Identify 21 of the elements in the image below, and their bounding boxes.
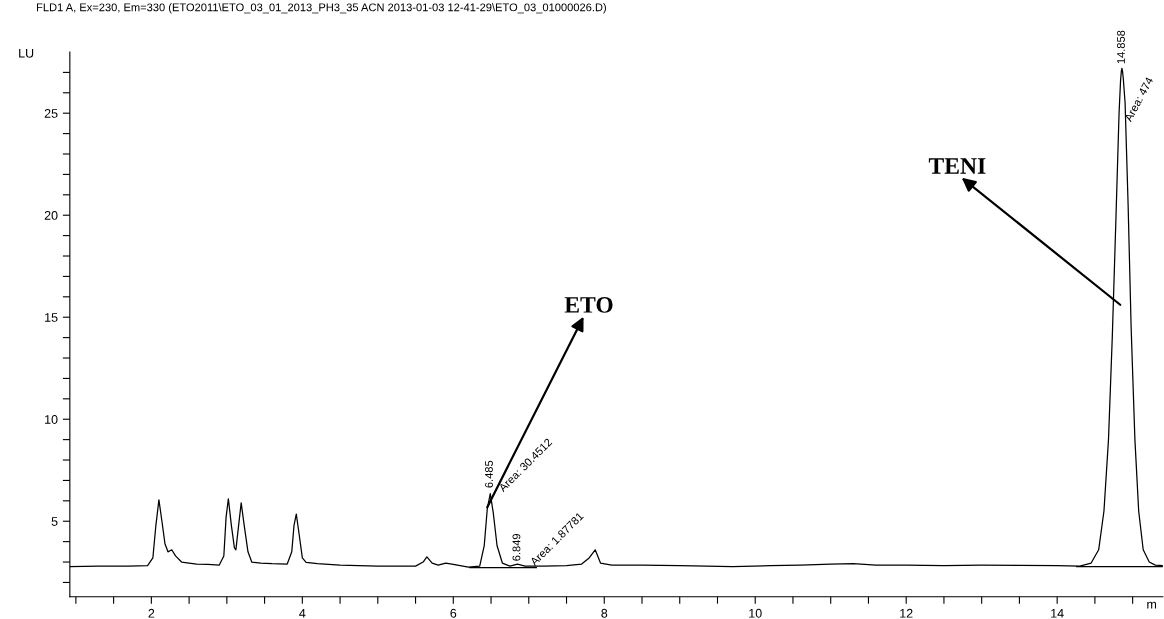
x-tick-label: 2 [148, 608, 155, 618]
x-tick-label: 4 [299, 608, 306, 618]
annotation: TENI [928, 158, 986, 174]
y-tick-label: 5 [51, 517, 58, 526]
y-tick-label: 20 [44, 211, 58, 220]
y-tick-label: 25 [44, 109, 58, 118]
chart-title: FLD1 A, Ex=230, Em=330 (ETO2011\ETO_03_01_2013_PH3_35 ACN 2013-01-03 12-41-29\ETO_03_01000026.D) [37, 3, 606, 14]
x-tick-label: 6 [450, 608, 457, 618]
annotation: Area: 474 [1124, 76, 1154, 123]
y-axis-title: LU [19, 48, 34, 58]
annotation: 14.858 [1117, 30, 1125, 64]
x-axis-title: m [1147, 601, 1157, 609]
y-tick-label: 10 [45, 415, 58, 424]
x-tick-label: 14 [1051, 608, 1064, 618]
x-tick-label: 12 [900, 608, 913, 618]
y-tick-label: 15 [45, 313, 58, 322]
annotation: 6.849 [512, 534, 521, 561]
x-tick-label: 8 [601, 608, 608, 618]
annotation: 6.485 [485, 460, 493, 488]
x-tick-label: 10 [749, 608, 762, 618]
annotation: ETO [564, 296, 613, 313]
